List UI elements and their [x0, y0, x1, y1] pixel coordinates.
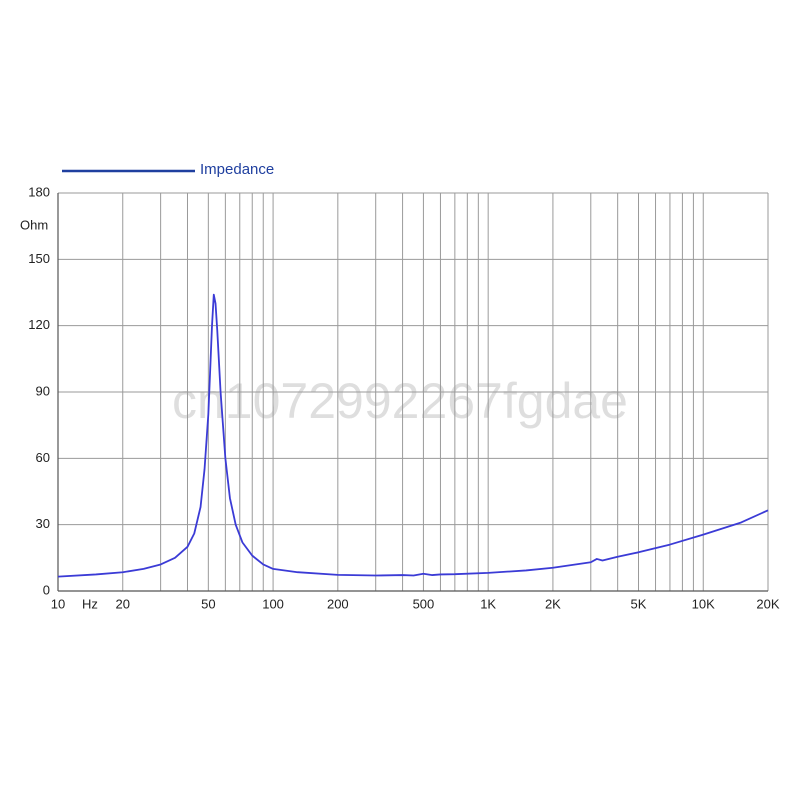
x-unit: Hz: [82, 596, 98, 611]
x-tick-label: 5K: [631, 596, 647, 611]
y-tick-label: 60: [36, 450, 50, 465]
x-tick-label: 50: [201, 596, 215, 611]
x-tick-label: 2K: [545, 596, 561, 611]
y-tick-label: 120: [28, 317, 50, 332]
x-tick-label: 10K: [692, 596, 715, 611]
x-tick-label: 1K: [480, 596, 496, 611]
line: [57, 293, 769, 578]
x-tick-label: 20K: [756, 596, 779, 611]
x-tick-label: 200: [327, 596, 349, 611]
watermark: cn1072992267fgdae: [172, 373, 628, 429]
y-tick-label: 90: [36, 383, 50, 398]
x-tick-label: 20: [116, 596, 130, 611]
y-tick-label: 30: [36, 516, 50, 531]
legend-label: Impedance: [200, 161, 274, 178]
x-tick-label: 100: [262, 596, 284, 611]
y-unit: Ohm: [20, 217, 48, 232]
x-tick-label: 500: [413, 596, 435, 611]
y-tick-label: 0: [43, 582, 50, 597]
y-tick-label: 180: [28, 184, 50, 199]
y-tick-label: 150: [28, 251, 50, 266]
x-tick-label: 10: [51, 596, 65, 611]
